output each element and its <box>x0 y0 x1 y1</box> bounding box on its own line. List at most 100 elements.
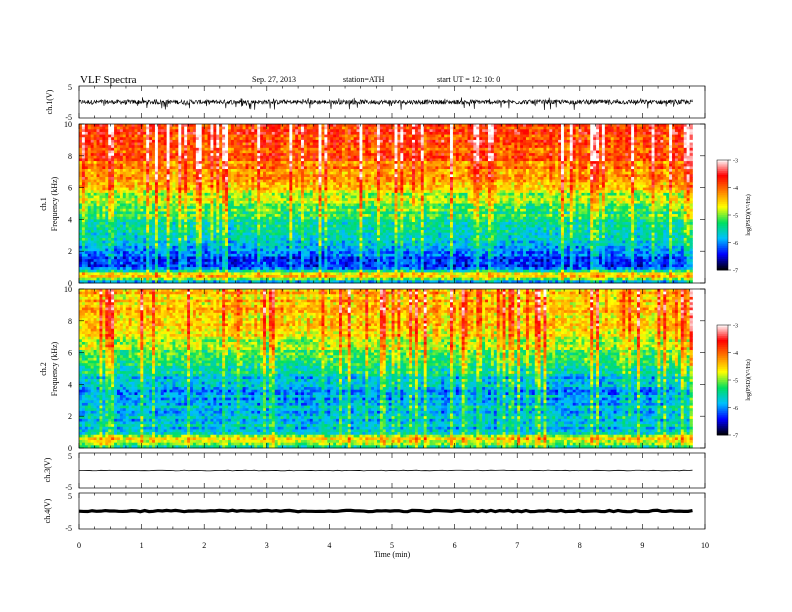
spectrogram-cell <box>395 132 398 135</box>
spectrogram-cell <box>135 182 138 185</box>
spectrogram-cell <box>579 137 582 140</box>
spectrogram-cell <box>678 124 681 127</box>
spectrogram-cell <box>111 127 114 130</box>
spectrogram-cell <box>564 172 567 175</box>
spectrogram-cell <box>368 135 371 138</box>
spectrogram-cell <box>532 132 535 135</box>
spectrogram-cell <box>549 161 552 164</box>
spectrogram-cell <box>494 156 497 159</box>
spectrogram-cell <box>383 129 386 132</box>
spectrogram-cell <box>511 166 514 169</box>
spectrogram-cell <box>289 156 292 159</box>
spectrogram-cell <box>581 169 584 172</box>
spectrogram-cell <box>135 166 138 169</box>
spectrogram-cell <box>307 143 310 146</box>
spectrogram-cell <box>374 137 377 140</box>
spectrogram-cell <box>432 158 435 161</box>
spectrogram-cell <box>543 169 546 172</box>
spectrogram-cell <box>102 148 105 151</box>
spectrogram-cell <box>164 156 167 159</box>
spectrogram-cell <box>573 177 576 180</box>
spectrogram-cell <box>362 169 365 172</box>
spectrogram-cell <box>88 135 91 138</box>
spectrogram-cell <box>438 127 441 130</box>
spectrogram-cell <box>380 174 383 177</box>
spectrogram-cell <box>450 145 453 148</box>
spectrogram-cell <box>511 132 514 135</box>
spectrogram-cell <box>614 180 617 183</box>
spectrogram-cell <box>240 145 243 148</box>
spectrogram-cell <box>374 180 377 183</box>
spectrogram-cell <box>167 127 170 130</box>
spectrogram-cell <box>532 135 535 138</box>
spectrogram-cell <box>324 135 327 138</box>
spectrogram-cell <box>488 158 491 161</box>
spectrogram-cell <box>599 169 602 172</box>
spectrogram-cell <box>205 158 208 161</box>
spectrogram-cell <box>520 172 523 175</box>
spectrogram-cell <box>158 161 161 164</box>
spectrogram-cell <box>514 182 517 185</box>
spectrogram-cell <box>459 182 462 185</box>
spectrogram-cell <box>365 143 368 146</box>
spectrogram-cell <box>184 177 187 180</box>
spectrogram-cell <box>380 143 383 146</box>
spectrogram-cell <box>120 164 123 167</box>
spectrogram-cell <box>91 166 94 169</box>
spectrogram-cell <box>587 177 590 180</box>
spectrogram-cell <box>333 124 336 127</box>
spectrogram-cell <box>298 172 301 175</box>
spectrogram-cell <box>246 151 249 154</box>
spectrogram-cell <box>617 153 620 156</box>
spectrogram-cell <box>684 180 687 183</box>
spectrogram-cell <box>266 166 269 169</box>
spectrogram-cell <box>494 145 497 148</box>
spectrogram-cell <box>497 148 500 151</box>
spectrogram-cell <box>129 143 132 146</box>
spectrogram-cell <box>304 151 307 154</box>
spectrogram-cell <box>190 145 193 148</box>
spectrogram-cell <box>137 143 140 146</box>
spectrogram-cell <box>526 140 529 143</box>
spectrogram-cell <box>161 135 164 138</box>
spectrogram-cell <box>400 164 403 167</box>
spectrogram-cell <box>172 135 175 138</box>
spectrogram-cell <box>500 148 503 151</box>
spectrogram-cell <box>561 151 564 154</box>
spectrogram-cell <box>511 137 514 140</box>
spectrogram-cell <box>666 156 669 159</box>
spectrogram-cell <box>432 143 435 146</box>
spectrogram-cell <box>596 129 599 132</box>
spectrogram-cell <box>278 161 281 164</box>
spectrogram-cell <box>237 151 240 154</box>
spectrogram-cell <box>152 177 155 180</box>
spectrogram-cell <box>517 132 520 135</box>
spectrogram-cell <box>111 151 114 154</box>
spectrogram-cell <box>666 169 669 172</box>
spectrogram-cell <box>202 135 205 138</box>
spectrogram-cell <box>400 132 403 135</box>
spectrogram-cell <box>552 169 555 172</box>
spectrogram-cell <box>167 182 170 185</box>
spectrogram-cell <box>175 158 178 161</box>
spectrogram-cell <box>432 177 435 180</box>
spectrogram-cell <box>403 137 406 140</box>
spectrogram-cell <box>178 177 181 180</box>
spectrogram-cell <box>570 177 573 180</box>
spectrogram-cell <box>164 129 167 132</box>
spectrogram-cell <box>213 151 216 154</box>
spectrogram-cell <box>275 137 278 140</box>
spectrogram-cell <box>430 172 433 175</box>
spectrogram-cell <box>380 124 383 127</box>
spectrogram-cell <box>289 161 292 164</box>
spectrogram-cell <box>164 158 167 161</box>
spectrogram-cell <box>246 177 249 180</box>
spectrogram-cell <box>617 161 620 164</box>
spectrogram-cell <box>377 174 380 177</box>
spectrogram-cell <box>500 180 503 183</box>
spectrogram-cell <box>126 182 129 185</box>
spectrogram-cell <box>187 177 190 180</box>
spectrogram-cell <box>450 151 453 154</box>
spectrogram-cell <box>307 158 310 161</box>
spectrogram-cell <box>549 129 552 132</box>
